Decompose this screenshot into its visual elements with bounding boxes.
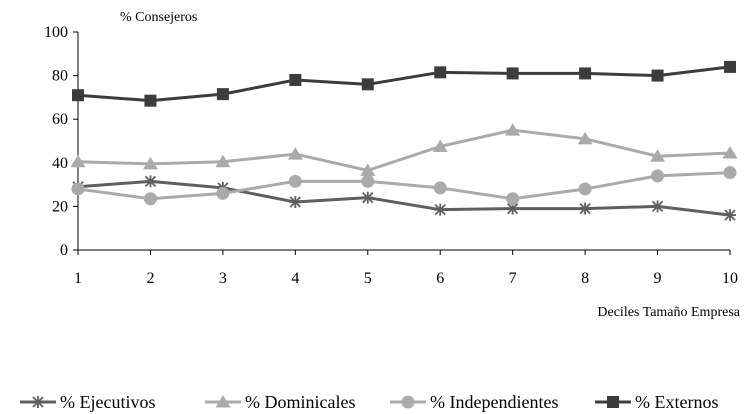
data-point — [651, 69, 664, 82]
series-line — [77, 65, 731, 103]
x-tick-label: 1 — [74, 270, 82, 287]
data-point — [724, 209, 736, 222]
x-tick-label: 10 — [722, 270, 738, 287]
y-tick-label: 40 — [52, 155, 68, 172]
data-point — [722, 145, 738, 159]
data-point — [577, 131, 593, 145]
data-point — [651, 200, 664, 213]
data-point — [361, 191, 374, 204]
data-point — [287, 147, 303, 160]
data-point — [651, 169, 665, 183]
data-point — [144, 175, 157, 188]
x-tick-label: 7 — [509, 270, 517, 287]
y-tick-label: 80 — [52, 68, 68, 85]
series-dominicales — [70, 123, 738, 176]
data-point — [289, 73, 302, 86]
data-point — [361, 174, 375, 188]
x-tick-label: 2 — [146, 270, 154, 287]
series-externos — [72, 60, 736, 107]
x-tick-label: 4 — [291, 270, 299, 287]
data-point — [361, 78, 374, 91]
data-point — [143, 192, 157, 206]
legend-marker — [401, 395, 415, 409]
data-point — [505, 123, 521, 136]
x-tick-label: 8 — [581, 270, 589, 287]
legend-label: % Dominicales — [245, 392, 355, 412]
data-point — [506, 192, 520, 206]
series-independientes — [71, 166, 737, 206]
x-tick-label: 3 — [219, 270, 227, 287]
legend-label: % Independientes — [430, 392, 558, 412]
data-point — [650, 149, 666, 162]
legend-label: % Externos — [635, 392, 718, 412]
data-point — [579, 202, 592, 215]
data-point — [579, 67, 592, 80]
legend-marker — [32, 396, 44, 408]
data-point — [723, 166, 737, 180]
data-point — [216, 186, 230, 200]
data-point — [434, 66, 447, 79]
data-point — [432, 139, 448, 152]
data-point — [72, 89, 84, 102]
data-point — [70, 154, 86, 168]
x-tick-label: 9 — [654, 270, 662, 287]
series-line — [77, 179, 731, 217]
data-point — [215, 154, 231, 168]
x-tick-label: 6 — [436, 270, 444, 287]
data-point — [144, 94, 157, 107]
data-point — [142, 156, 158, 170]
data-point — [71, 182, 85, 196]
series-line — [77, 171, 731, 201]
y-axis-label: % Consejeros — [120, 10, 197, 25]
y-tick-label: 100 — [44, 24, 68, 41]
legend: % Ejecutivos % Dominicales % Independiente… — [20, 392, 718, 412]
y-tick-label: 60 — [52, 111, 68, 128]
legend-item-externos: % Externos — [595, 392, 718, 412]
series-line — [77, 128, 731, 172]
series-layer — [70, 60, 738, 222]
data-point — [216, 88, 229, 101]
data-point — [434, 203, 447, 216]
legend-item-independientes: % Independientes — [390, 392, 558, 412]
y-tick-label: 20 — [52, 198, 68, 215]
legend-marker — [215, 395, 231, 408]
data-point — [506, 202, 519, 215]
data-point — [506, 67, 519, 80]
data-point — [288, 174, 302, 188]
data-point — [578, 182, 592, 196]
data-point — [360, 163, 376, 176]
legend-item-dominicales: % Dominicales — [205, 392, 355, 412]
legend-item-ejecutivos: % Ejecutivos — [20, 392, 155, 412]
y-tick-label: 0 — [60, 242, 68, 259]
legend-marker — [607, 396, 619, 408]
data-point — [433, 181, 447, 195]
legend-label: % Ejecutivos — [60, 392, 155, 412]
axes: 0 20 40 60 80 100 1 2 3 4 5 6 7 8 9 10 — [44, 24, 738, 287]
data-point — [724, 60, 736, 73]
data-point — [289, 196, 302, 209]
x-tick-label: 5 — [364, 270, 372, 287]
x-axis-label: Deciles Tamaño Empresa — [597, 305, 740, 320]
